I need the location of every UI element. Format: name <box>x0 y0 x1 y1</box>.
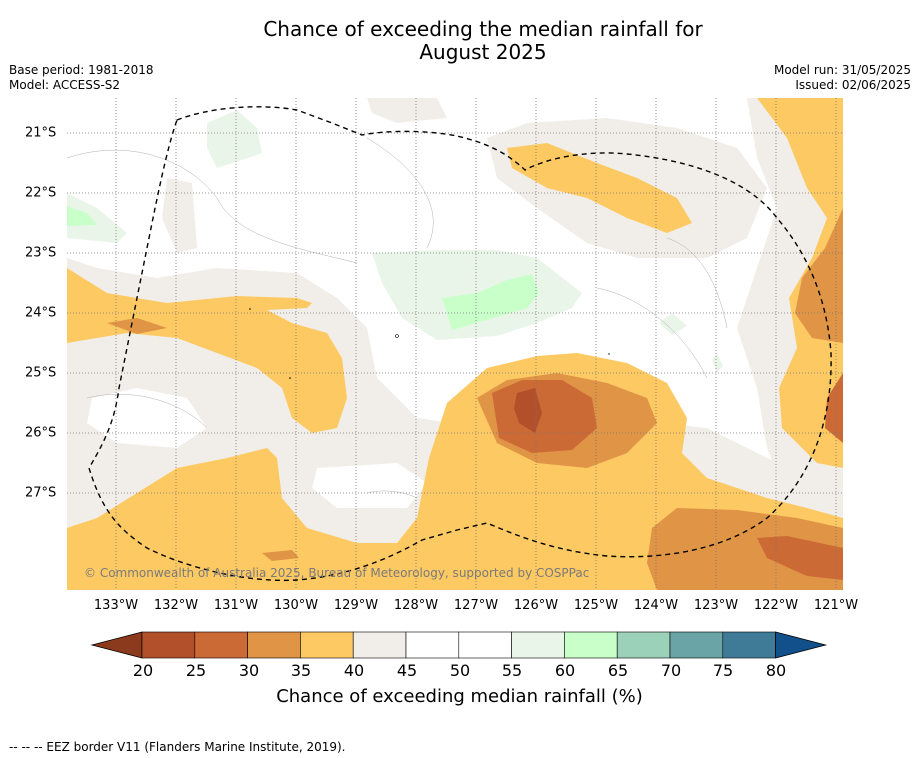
colorbar-tick: 25 <box>185 661 207 680</box>
title-line-2: August 2025 <box>419 40 547 64</box>
small-marker-3 <box>395 334 399 338</box>
model-name: Model: ACCESS-S2 <box>9 78 121 92</box>
contour-lines <box>67 137 728 499</box>
lon-label-125w: 125°W <box>573 598 619 613</box>
small-marker-4 <box>608 353 610 355</box>
band-grey-left-north <box>162 178 197 253</box>
map-title: Chance of exceeding the median rainfall … <box>0 18 919 64</box>
lon-label-124w: 124°W <box>633 598 679 613</box>
colorbar-tick: 40 <box>343 661 365 680</box>
lon-label-129w: 129°W <box>333 598 379 613</box>
colorbar-cell <box>669 631 724 659</box>
lat-label-24s: 24°S <box>25 305 57 321</box>
lon-label-131w: 131°W <box>213 598 259 613</box>
lon-label-123w: 123°W <box>693 598 739 613</box>
band-25-30-east <box>825 373 843 443</box>
lon-label-132w: 132°W <box>153 598 199 613</box>
title-line-1: Chance of exceeding the median rainfall … <box>263 17 703 41</box>
colorbar-extend-high <box>775 631 828 659</box>
lon-label-128w: 128°W <box>393 598 439 613</box>
band-60-65-west <box>67 206 97 226</box>
colorbar-cell <box>247 631 301 659</box>
colorbar-tick: 70 <box>660 661 682 680</box>
colorbar-cell <box>352 631 407 659</box>
band-30-35-south-small <box>262 550 299 561</box>
colorbar-cell <box>194 631 248 659</box>
small-marker-2 <box>289 377 291 379</box>
colorbar <box>90 631 828 659</box>
band-20-25-center <box>514 388 542 433</box>
colorbar-tick: 80 <box>765 661 787 680</box>
colorbar-cell <box>300 631 354 659</box>
colorbar-cell <box>616 631 671 659</box>
small-marker <box>249 308 251 310</box>
band-55-60-north <box>207 110 262 168</box>
colorbar-cell <box>405 631 460 659</box>
lat-label-23s: 23°S <box>25 245 57 261</box>
base-info: Base period: 1981-2018 Model: ACCESS-S2 <box>9 63 154 93</box>
lon-label-133w: 133°W <box>93 598 139 613</box>
colorbar-cell <box>141 631 196 659</box>
colorbar-tick: 20 <box>132 661 154 680</box>
colorbar-tick: 35 <box>290 661 312 680</box>
colorbar-tick: 65 <box>607 661 629 680</box>
colorbar-extend-low <box>90 631 143 659</box>
rainfall-map: © Commonwealth of Australia 2025, Bureau… <box>67 98 843 590</box>
band-grey-top <box>367 98 447 123</box>
eez-border <box>88 106 832 582</box>
band-30-35-west-small <box>107 318 167 334</box>
run-info: Model run: 31/05/2025 Issued: 02/06/2025 <box>774 63 911 93</box>
band-25-30-southeast <box>757 536 843 580</box>
white-patch-south <box>312 463 427 508</box>
colorbar-cell <box>458 631 512 659</box>
band-30-35-east <box>795 208 843 343</box>
colorbar-tick: 30 <box>238 661 260 680</box>
colorbar-cell <box>511 631 565 659</box>
lat-label-26s: 26°S <box>25 425 57 441</box>
lon-label-130w: 130°W <box>273 598 319 613</box>
lat-label-27s: 27°S <box>25 485 57 501</box>
lon-label-122w: 122°W <box>753 598 799 613</box>
band-55-60-west <box>67 193 127 243</box>
band-35-40-west <box>67 268 347 433</box>
colorbar-tick: 75 <box>712 661 734 680</box>
colorbar-cell <box>722 631 776 659</box>
model-run-date: Model run: 31/05/2025 <box>773 63 911 77</box>
lat-label-22s: 22°S <box>25 185 57 201</box>
rainfall-map-svg <box>67 98 843 590</box>
copyright-notice: © Commonwealth of Australia 2025, Bureau… <box>84 566 590 580</box>
colorbar-tick: 60 <box>554 661 576 680</box>
colorbar-tick: 45 <box>396 661 418 680</box>
issued-date: Issued: 02/06/2025 <box>795 78 911 92</box>
gridlines <box>67 98 843 590</box>
colorbar-cell <box>564 631 618 659</box>
band-55-60-east-tiny <box>712 353 723 373</box>
lon-label-121w: 121°W <box>813 598 859 613</box>
lon-label-126w: 126°W <box>513 598 559 613</box>
colorbar-tick: 55 <box>501 661 523 680</box>
band-35-40-east <box>757 98 843 468</box>
colorbar-label: Chance of exceeding median rainfall (%) <box>276 686 643 707</box>
lat-label-25s: 25°S <box>25 365 57 381</box>
colorbar-cells <box>90 631 828 659</box>
colorbar-tick: 50 <box>449 661 471 680</box>
band-35-40-north <box>507 143 692 233</box>
lat-label-21s: 21°S <box>25 125 57 141</box>
eez-legend: -- -- -- EEZ border V11 (Flanders Marine… <box>9 740 346 754</box>
band-60-65-center <box>442 274 539 330</box>
base-period: Base period: 1981-2018 <box>9 63 154 77</box>
band-55-60-east-small <box>659 313 687 335</box>
lon-label-127w: 127°W <box>453 598 499 613</box>
